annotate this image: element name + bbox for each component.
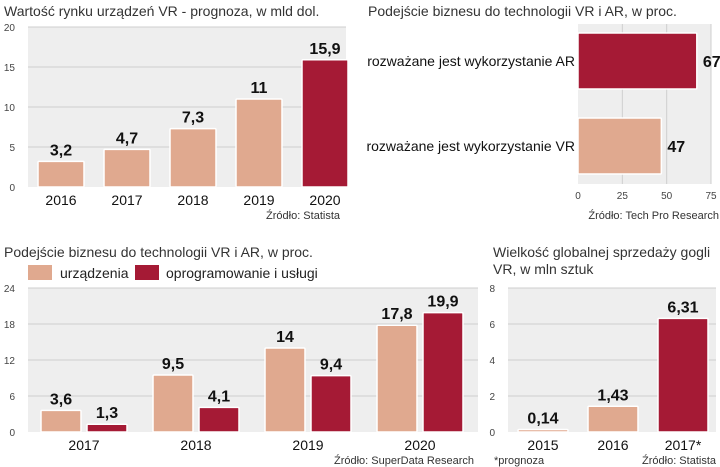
x-tick-label: 2017: [68, 437, 99, 453]
bar-2017-software: [86, 423, 128, 433]
y-tick-label: 6: [489, 320, 495, 331]
data-label: 3,2: [50, 142, 72, 159]
y-tick-label: 0: [9, 183, 15, 194]
x-tick-label: 2020: [309, 192, 340, 208]
chart-title: Podejście biznesu do technologii VR i AR…: [4, 244, 313, 260]
data-label: 6,31: [667, 299, 698, 316]
bar-2019-software: [310, 374, 352, 433]
data-label: 3,6: [50, 391, 72, 408]
x-tick-label: 2019: [243, 192, 274, 208]
y-tick-label: 0: [9, 428, 15, 439]
data-label: 14: [276, 329, 294, 346]
data-label: 9,4: [320, 357, 342, 374]
x-tick-label: 2018: [180, 437, 211, 453]
x-tick-label: 2017*: [665, 437, 702, 453]
x-tick-label: 2018: [177, 192, 208, 208]
y-tick-label: rozważane jest wykorzystanie AR: [367, 53, 575, 69]
bar-2016: [37, 160, 85, 188]
bar-vr: [577, 117, 663, 175]
source-note: Źródło: SuperData Research: [334, 454, 474, 467]
chart-title-line-2: VR, w mln sztuk: [493, 261, 594, 277]
bar-2020: [301, 59, 349, 188]
data-label: 7,3: [182, 110, 204, 127]
y-tick-label: 4: [489, 356, 495, 367]
source-note: Źródło: Tech Pro Research: [588, 209, 719, 222]
data-label: 15,9: [309, 41, 340, 58]
data-label: 9,5: [162, 356, 184, 373]
x-tick-label: 75: [705, 191, 717, 202]
footnote: *prognoza: [494, 455, 545, 467]
data-label: 1,3: [96, 405, 118, 422]
bar-2015: [517, 428, 569, 433]
chart-vr-ar-market-segments: Podejście biznesu do technologii VR i AR…: [4, 244, 478, 467]
bar-2018: [169, 127, 217, 188]
x-tick-label: 25: [617, 191, 629, 202]
x-tick-label: 0: [575, 191, 581, 202]
x-tick-label: 2016: [597, 437, 628, 453]
x-tick-label: 2015: [527, 437, 558, 453]
x-tick-label: 50: [661, 191, 673, 202]
bar-2019-devices: [264, 347, 306, 433]
source-note: Źródło: Statista: [642, 454, 717, 467]
x-tick-label: 2016: [45, 192, 76, 208]
chart-vr-goggles-sales: Wielkość globalnej sprzedaży gogli VR, w…: [489, 244, 716, 467]
data-label: 11: [251, 80, 268, 97]
data-label: 0,14: [527, 410, 558, 427]
x-tick-label: 2019: [292, 437, 323, 453]
legend-swatch-devices: [28, 265, 52, 280]
y-tick-label: 2: [489, 392, 495, 403]
y-tick-label: 0: [489, 428, 495, 439]
chart-title: Wartość rynku urządzeń VR - prognoza, w …: [4, 3, 319, 19]
bar-2016: [587, 405, 639, 433]
data-label: 47: [667, 139, 685, 156]
bar-2020-devices: [376, 324, 418, 433]
y-tick-label: 15: [4, 63, 16, 74]
y-tick-label: 6: [9, 392, 15, 403]
bar-ar: [577, 32, 698, 90]
legend: urządzenia oprogramowanie i usługi: [28, 265, 318, 281]
data-label: 19,9: [427, 294, 458, 311]
legend-label-devices: urządzenia: [60, 265, 129, 281]
y-tick-label: 10: [4, 103, 16, 114]
x-tick-label: 2017: [111, 192, 142, 208]
y-tick-label: 12: [4, 356, 16, 367]
source-note: Źródło: Statista: [266, 209, 341, 222]
data-label: 17,8: [381, 306, 412, 323]
data-label: 1,43: [597, 387, 628, 404]
bar-2017-devices: [40, 409, 82, 433]
y-tick-label: rozważane jest wykorzystanie VR: [366, 138, 575, 154]
bar-2018-devices: [152, 374, 194, 433]
y-tick-label: 8: [489, 284, 495, 295]
chart-vr-market-value: Wartość rynku urządzeń VR - prognoza, w …: [4, 3, 349, 222]
data-label: 67: [703, 54, 720, 71]
data-label: 4,7: [116, 130, 138, 147]
y-tick-label: 24: [4, 284, 16, 295]
y-tick-label: 20: [4, 23, 16, 34]
bar-2019: [235, 98, 283, 188]
y-tick-label: 5: [9, 143, 15, 154]
bar-2017: [103, 148, 151, 188]
chart-business-approach-vr-ar: Podejście biznesu do technologii VR i AR…: [366, 3, 720, 222]
chart-title: Podejście biznesu do technologii VR i AR…: [368, 3, 677, 19]
y-tick-label: 18: [4, 320, 16, 331]
bar-2018-software: [198, 406, 240, 433]
bar-2017: [657, 317, 709, 433]
legend-label-software: oprogramowanie i usługi: [166, 265, 318, 281]
bar-2020-software: [422, 311, 464, 433]
x-tick-label: 2020: [404, 437, 435, 453]
chart-title-line-1: Wielkość globalnej sprzedaży gogli: [493, 244, 710, 260]
data-label: 4,1: [208, 388, 230, 405]
legend-swatch-software: [135, 265, 159, 280]
